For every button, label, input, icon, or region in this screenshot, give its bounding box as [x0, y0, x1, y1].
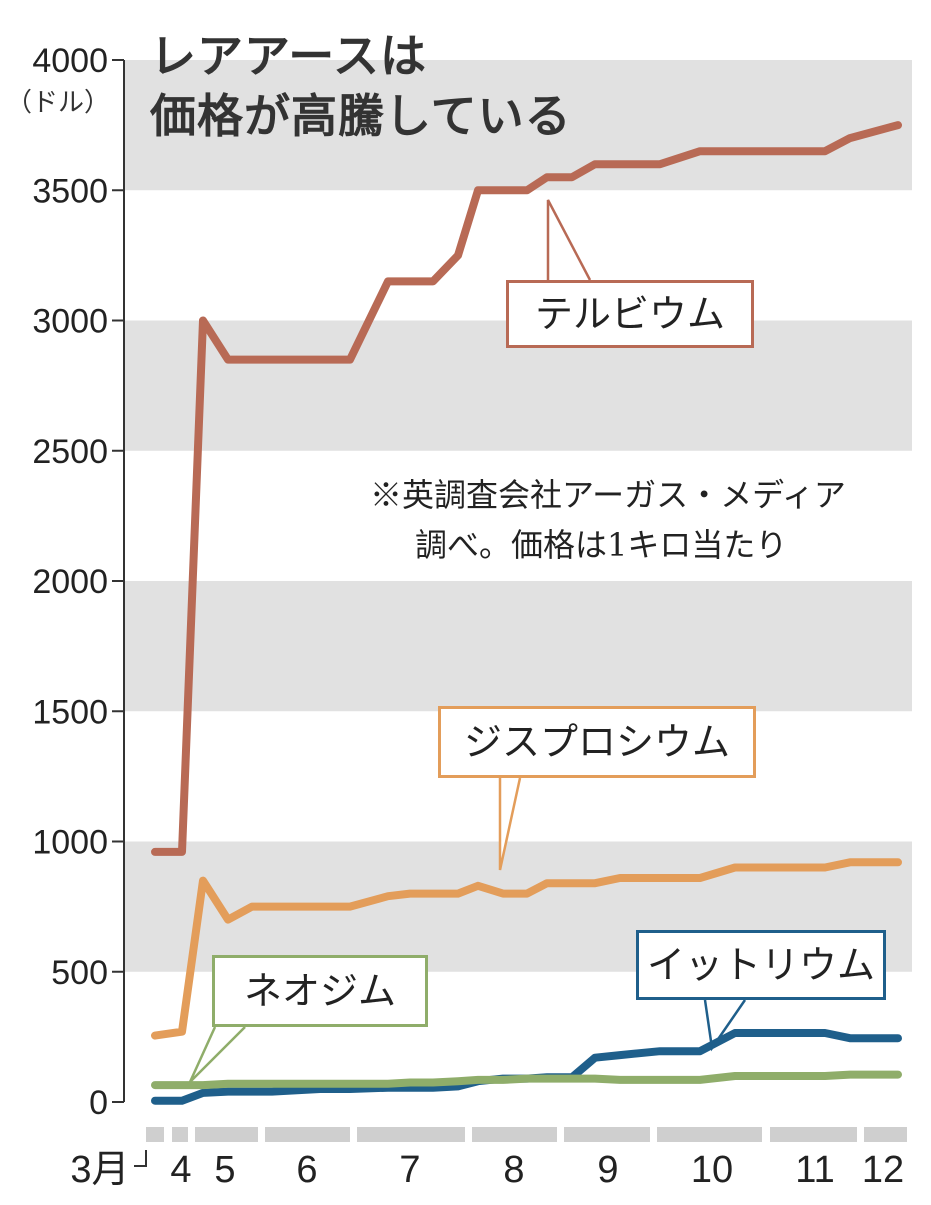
y-tick-label: 500 — [51, 954, 108, 992]
x-month-bar — [770, 1127, 857, 1142]
x-month-bar — [357, 1127, 465, 1142]
grid-bands — [124, 60, 912, 972]
source-note-line-2: 調べ。価格は1キロ当たり — [415, 526, 788, 564]
y-tick-label: 1000 — [32, 824, 108, 862]
y-axis-unit-label: （ドル） — [6, 87, 111, 117]
x-month-bar — [864, 1127, 907, 1142]
connector-terbium — [546, 199, 592, 281]
x-tick-label: 12 — [862, 1149, 904, 1191]
series-label-neodymium: ネオジム — [212, 955, 428, 1027]
x-month-bar — [564, 1127, 650, 1142]
x-tick-label: 5 — [214, 1149, 235, 1191]
series-label-terbium: テルビウム — [506, 280, 754, 348]
series-line-3 — [151, 1029, 902, 1105]
y-tick-label: 2000 — [32, 563, 108, 601]
series-label-yttrium: イットリウム — [636, 930, 886, 1000]
x-month-bar — [195, 1127, 258, 1142]
x-tick-label: 9 — [597, 1149, 618, 1191]
x-tick-label: 8 — [503, 1149, 524, 1191]
x-month-bar — [265, 1127, 350, 1142]
y-tick-label: 0 — [89, 1084, 108, 1122]
x-axis: 3月 4 5 6 7 8 9 10 11 12 — [70, 1127, 907, 1191]
y-tick-labels: 0 500 1000 1500 2000 2500 3000 3500 4000 — [32, 42, 108, 1122]
x-month-bar — [172, 1127, 188, 1142]
grid-band — [124, 581, 912, 712]
y-tick-label: 3500 — [32, 172, 108, 210]
y-tick-label: 1500 — [32, 693, 108, 731]
series-label-dysprosium: ジスプロシウム — [438, 706, 756, 778]
y-tick-label: 2500 — [32, 433, 108, 471]
x-month-bar — [472, 1127, 557, 1142]
x-month-bar — [146, 1127, 164, 1142]
x-tick-label: 11 — [795, 1149, 834, 1191]
x-tick-label: 4 — [170, 1149, 191, 1191]
x-tick-label: 10 — [691, 1149, 733, 1191]
connector-neodymium — [188, 1026, 246, 1083]
series-line-0 — [151, 121, 902, 856]
series-line-2 — [151, 1070, 902, 1090]
source-note-line-1: ※英調査会社アーガス・メディア — [370, 476, 846, 514]
y-tick-label: 3000 — [32, 303, 108, 341]
series-line-1 — [151, 858, 902, 1040]
x-tick-label: 7 — [399, 1149, 420, 1191]
connector-dysprosium — [498, 777, 522, 871]
x-tick-label: 6 — [296, 1149, 317, 1191]
x-start-bracket — [134, 1150, 147, 1167]
y-axis — [112, 59, 125, 1103]
grid-band — [124, 60, 912, 191]
chart-title-line-2: 価格が高騰している — [150, 89, 572, 143]
x-tick-label: 3月 — [70, 1149, 129, 1191]
chart-title-line-1: レアアースは — [150, 29, 427, 83]
y-tick-label: 4000 — [32, 42, 108, 80]
x-month-bar — [657, 1127, 762, 1142]
series-lines — [151, 121, 902, 1105]
